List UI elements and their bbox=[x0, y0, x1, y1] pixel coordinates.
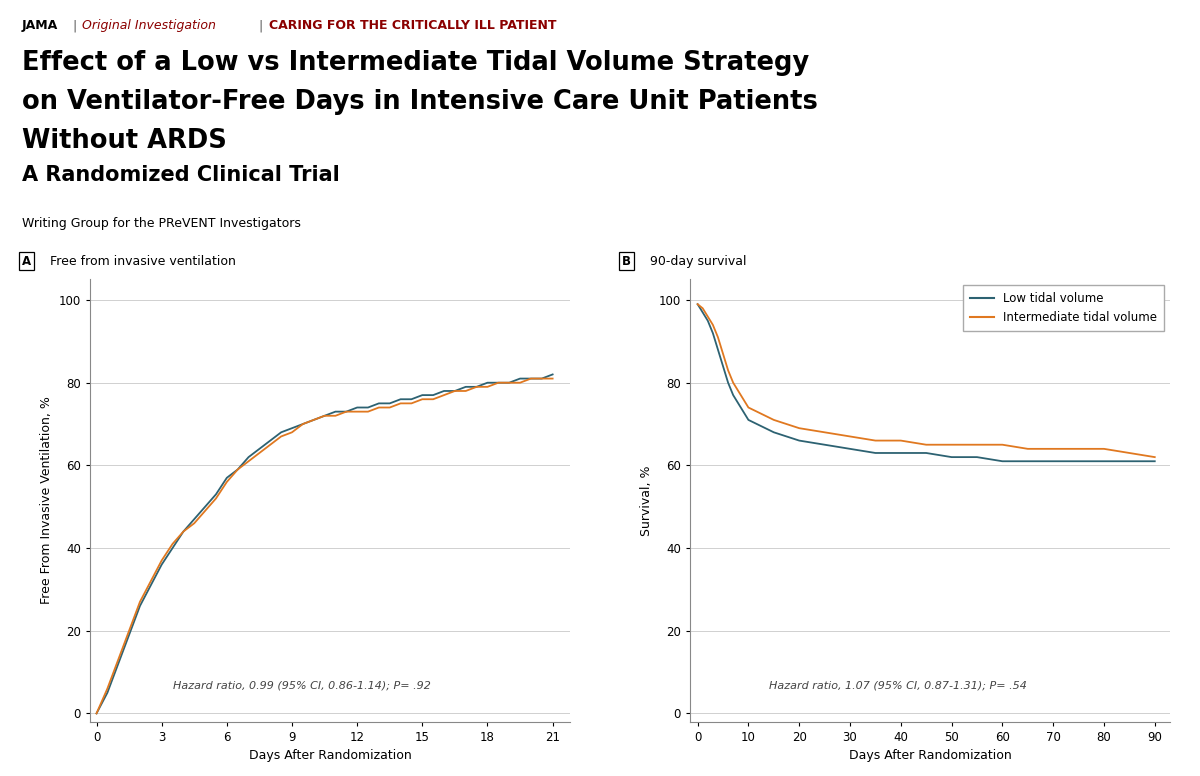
Text: |: | bbox=[258, 19, 263, 33]
Y-axis label: Free From Invasive Ventilation, %: Free From Invasive Ventilation, % bbox=[40, 397, 53, 605]
Text: Writing Group for the PReVENT Investigators: Writing Group for the PReVENT Investigat… bbox=[22, 217, 300, 230]
Text: Free from invasive ventilation: Free from invasive ventilation bbox=[50, 255, 236, 268]
Text: JAMA: JAMA bbox=[22, 19, 58, 33]
Text: 90-day survival: 90-day survival bbox=[650, 255, 746, 268]
X-axis label: Days After Randomization: Days After Randomization bbox=[248, 750, 412, 762]
Text: |: | bbox=[72, 19, 77, 33]
Y-axis label: Survival, %: Survival, % bbox=[640, 466, 653, 535]
Text: A: A bbox=[22, 255, 31, 268]
Text: Hazard ratio, 1.07 (95% CI, 0.87-1.31); P= .54: Hazard ratio, 1.07 (95% CI, 0.87-1.31); … bbox=[769, 681, 1027, 691]
Text: A Randomized Clinical Trial: A Randomized Clinical Trial bbox=[22, 165, 340, 185]
Text: on Ventilator-Free Days in Intensive Care Unit Patients: on Ventilator-Free Days in Intensive Car… bbox=[22, 89, 817, 116]
Text: Original Investigation: Original Investigation bbox=[82, 19, 216, 33]
Text: B: B bbox=[622, 255, 631, 268]
Legend: Low tidal volume, Intermediate tidal volume: Low tidal volume, Intermediate tidal vol… bbox=[962, 286, 1164, 331]
Text: Effect of a Low vs Intermediate Tidal Volume Strategy: Effect of a Low vs Intermediate Tidal Vo… bbox=[22, 50, 809, 77]
Text: CARING FOR THE CRITICALLY ILL PATIENT: CARING FOR THE CRITICALLY ILL PATIENT bbox=[269, 19, 557, 33]
Text: Without ARDS: Without ARDS bbox=[22, 128, 227, 154]
Text: Hazard ratio, 0.99 (95% CI, 0.86-1.14); P= .92: Hazard ratio, 0.99 (95% CI, 0.86-1.14); … bbox=[173, 681, 431, 691]
X-axis label: Days After Randomization: Days After Randomization bbox=[848, 750, 1012, 762]
